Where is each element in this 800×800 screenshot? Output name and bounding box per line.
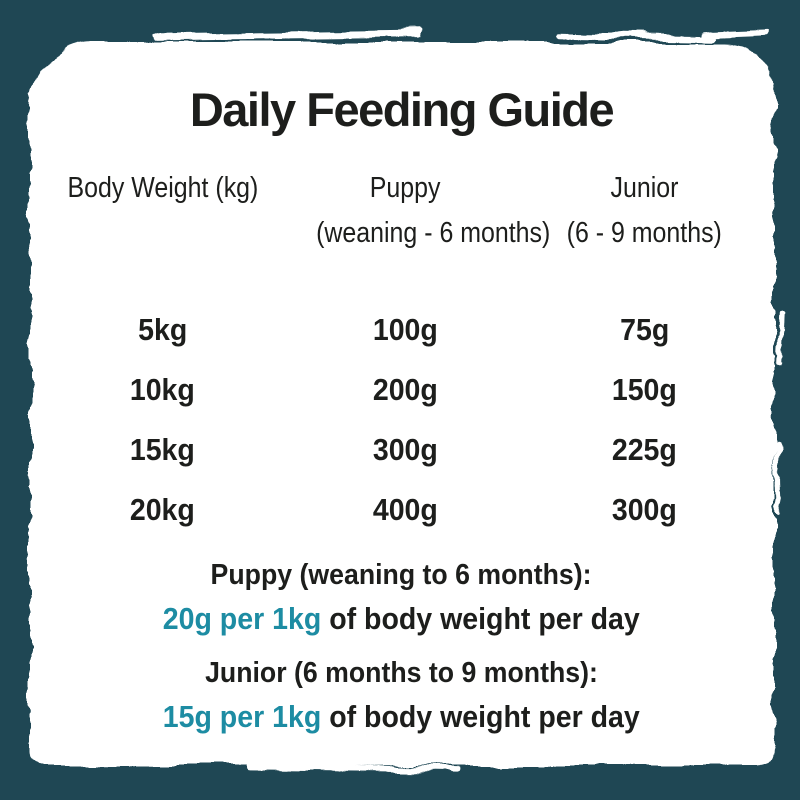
puppy-amount-value: 300g (372, 432, 438, 467)
junior-ratio-rest: of body weight per day (321, 699, 641, 734)
column-header-junior: Junior (6 - 9 months) (514, 166, 775, 256)
column-label: Junior (610, 172, 679, 204)
column-label: Puppy (369, 172, 441, 204)
junior-amount-value: 300g (611, 492, 677, 527)
table-header-row: Body Weight (kg) Puppy (weaning - 6 mont… (28, 166, 775, 256)
feeding-table-body: 5kg 100g 75g 10kg 200g 150g 15kg 300g 22… (28, 300, 775, 540)
junior-amount-value: 225g (611, 432, 677, 467)
puppy-ratio-highlight: 20g per 1kg (162, 601, 322, 636)
junior-note-heading: Junior (6 months to 9 months): (205, 657, 598, 689)
junior-ratio-highlight: 15g per 1kg (162, 699, 322, 734)
junior-amount-value: 75g (619, 312, 669, 347)
body-weight-value: 20kg (129, 492, 195, 527)
junior-amount-value: 150g (611, 372, 677, 407)
column-sublabel: (weaning - 6 months) (315, 217, 551, 249)
column-label: Body Weight (kg) (67, 172, 258, 204)
feeding-notes: Puppy (weaning to 6 months): 20g per 1kg… (28, 553, 775, 739)
junior-note: Junior (6 months to 9 months): 15g per 1… (28, 651, 775, 739)
puppy-amount-value: 400g (372, 492, 438, 527)
table-row: 15kg 300g 225g (28, 420, 775, 480)
puppy-note-heading: Puppy (weaning to 6 months): (211, 559, 592, 591)
column-sublabel: (6 - 9 months) (566, 217, 722, 249)
table-row: 20kg 400g 300g (28, 480, 775, 540)
body-weight-value: 15kg (129, 432, 195, 467)
table-row: 5kg 100g 75g (28, 300, 775, 360)
puppy-ratio-rest: of body weight per day (321, 601, 641, 636)
paper-panel (30, 42, 774, 766)
body-weight-value: 10kg (129, 372, 195, 407)
page-title: Daily Feeding Guide (189, 83, 615, 136)
puppy-amount-value: 200g (372, 372, 438, 407)
puppy-note: Puppy (weaning to 6 months): 20g per 1kg… (28, 553, 775, 641)
body-weight-value: 5kg (137, 312, 188, 347)
column-header-body-weight: Body Weight (kg) (28, 166, 297, 256)
column-header-puppy: Puppy (weaning - 6 months) (297, 166, 550, 256)
table-row: 10kg 200g 150g (28, 360, 775, 420)
puppy-amount-value: 100g (372, 312, 438, 347)
